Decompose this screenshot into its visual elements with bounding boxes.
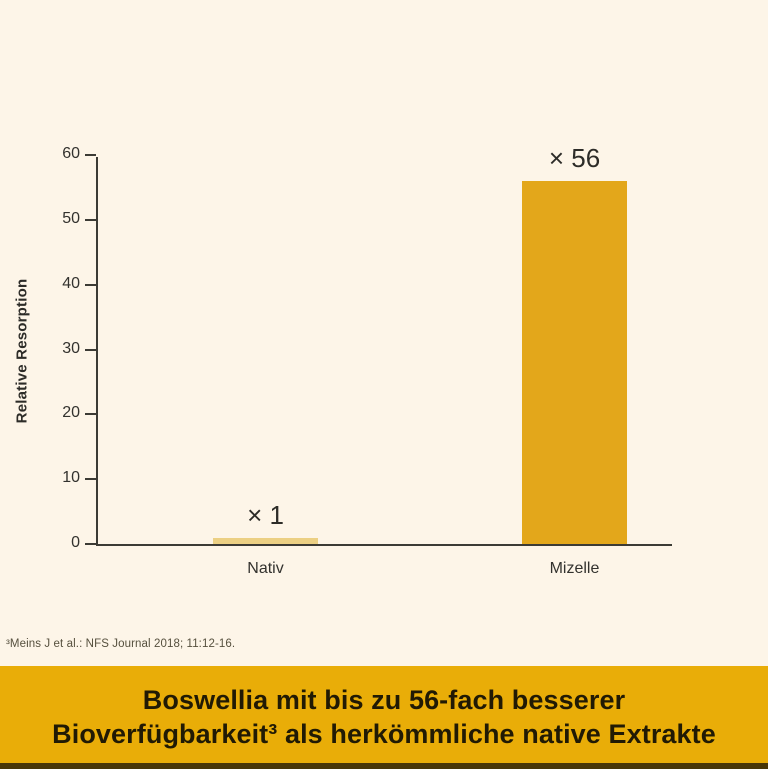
bar-group-mizelle: × 56 Mizelle: [522, 143, 627, 577]
category-label-mizelle: Mizelle: [549, 560, 600, 577]
headline-banner: Boswellia mit bis zu 56-fach besserer Bi…: [0, 666, 768, 769]
y-axis-tick-label: 30: [62, 339, 80, 357]
bar-chart: Relative Resorption 0 10 20 30 40 50 60 × 1 Na…: [6, 143, 672, 650]
y-axis-tick: [85, 154, 96, 156]
category-label-nativ: Nativ: [247, 560, 284, 577]
plot-area: 0 10 20 30 40 50 60 × 1 Nativ × 56 Mizelle: [62, 143, 672, 577]
y-axis-tick-label: 40: [62, 274, 80, 292]
source-footnote: ³Meins J et al.: NFS Journal 2018; 11:12…: [6, 638, 236, 650]
headline-line-2: Bioverfügbarkeit³ als herkömmliche nativ…: [52, 719, 716, 749]
y-axis-tick: [85, 413, 96, 416]
headline-text: Boswellia mit bis zu 56-fach besserer Bi…: [0, 683, 768, 751]
bar-value-label-nativ: × 1: [247, 500, 284, 530]
bar-nativ: [213, 538, 318, 544]
bar-group-nativ: × 1 Nativ: [213, 157, 318, 577]
headline-line-1: Boswellia mit bis zu 56-fach besserer: [142, 685, 626, 715]
y-axis-tick: [85, 348, 96, 351]
y-axis-tick-label: 0: [71, 534, 80, 551]
y-axis-tick-label: 60: [62, 145, 80, 162]
y-axis-tick: [85, 218, 96, 221]
y-axis-title: Relative Resorption: [13, 278, 31, 424]
y-axis-tick-label: 20: [62, 404, 80, 422]
y-axis-tick: [85, 283, 96, 286]
y-axis-tick-label: 50: [62, 209, 80, 227]
banner-bottom-strip: [0, 763, 768, 769]
bar-value-label-mizelle: × 56: [548, 143, 601, 173]
y-axis-tick-label: 10: [62, 469, 80, 487]
y-axis-tick: [85, 478, 96, 481]
bar-mizelle: [522, 181, 627, 544]
y-axis-tick: [85, 543, 96, 545]
